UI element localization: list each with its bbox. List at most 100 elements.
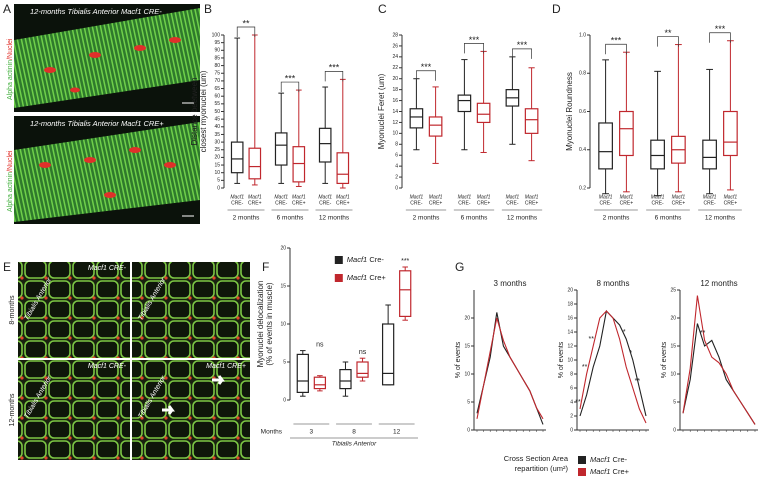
- legend-swatch: [334, 274, 343, 282]
- significance: ***: [715, 24, 726, 34]
- group-label: 2 months: [233, 215, 260, 222]
- significance: **: [700, 330, 706, 337]
- x-tick-label: Macf1: [274, 194, 288, 200]
- y-tick-label: 18: [392, 87, 398, 93]
- y-tick-label: 20: [464, 315, 470, 321]
- note: Tibialis Anterior: [332, 441, 377, 448]
- x-tick-label: CRE-: [651, 200, 664, 206]
- legend-name: Cre+: [369, 273, 386, 282]
- x-tick-label: CRE+: [672, 200, 686, 206]
- y-tick-label: 16: [567, 315, 573, 321]
- arrow: [162, 375, 225, 415]
- y-tick-label: 5: [283, 359, 286, 365]
- y-tick-label: 65: [214, 86, 220, 92]
- significance: ***: [401, 258, 409, 265]
- y-tick-label: 0: [395, 185, 398, 191]
- box: [428, 116, 443, 137]
- legend-title: repartition (um²): [515, 464, 569, 473]
- significance-bracket: [512, 48, 532, 59]
- y-axis-label: Myonuclei Feret (um): [377, 73, 386, 149]
- y-axis-label: closest myonuclei (um): [199, 70, 208, 152]
- y-axis-label: Distance beetween: [190, 77, 199, 145]
- nuclei: [39, 147, 176, 198]
- y-tick-label: 26: [392, 43, 398, 49]
- legend-swatch: [578, 468, 586, 476]
- y-tick-label: 6: [395, 153, 398, 159]
- significance-bracket: [657, 36, 679, 47]
- y-tick-label: 20: [670, 315, 676, 321]
- micrograph: [132, 262, 250, 358]
- legend-gene: Macf1: [347, 273, 367, 282]
- y-tick-label: 15: [670, 343, 676, 349]
- x-tick-label: Macf1: [230, 194, 244, 200]
- significance-bracket: [324, 71, 344, 82]
- box: [381, 323, 395, 386]
- stain: /Nuclei: [7, 150, 14, 172]
- caption: 12-months Tibialis Anterior Macf1 CRE+: [30, 119, 164, 128]
- y-axis-label: % of events: [455, 341, 462, 378]
- significance: **: [664, 28, 672, 38]
- significance: ***: [517, 40, 528, 50]
- box: [524, 108, 539, 134]
- y-tick-label: 0: [467, 427, 470, 433]
- x-tick-label: Macf1: [410, 194, 424, 200]
- legend-swatch: [334, 256, 343, 264]
- panel-letter: E: [3, 260, 11, 274]
- y-axis-label: % of events: [558, 341, 565, 378]
- y-tick-label: 30: [214, 139, 220, 145]
- y-tick-label: 0.2: [579, 185, 586, 191]
- y-tick-label: 40: [214, 124, 220, 130]
- x-tick-label: CRE+: [336, 200, 350, 206]
- x-tick-label: CRE-: [231, 200, 244, 206]
- group-label: 8: [352, 429, 356, 436]
- box: [598, 122, 613, 170]
- box: [318, 127, 332, 163]
- y-tick-label: 10: [392, 131, 398, 137]
- chart-title: 8 months: [597, 279, 630, 288]
- significance: ***: [611, 36, 622, 46]
- y-tick-label: 10: [214, 170, 220, 176]
- box: [457, 94, 472, 113]
- y-tick-label: 70: [214, 78, 220, 84]
- chart-title: 3 months: [494, 279, 527, 288]
- y-tick-label: 100: [212, 32, 221, 38]
- box: [723, 110, 738, 157]
- x-tick-label: CRE-: [458, 200, 471, 206]
- y-axis-label: (% of events in muscle): [265, 282, 274, 365]
- micrograph: [18, 360, 130, 460]
- x-tick-label: Macf1: [458, 194, 472, 200]
- x-tick-label: Macf1: [724, 194, 738, 200]
- y-tick-label: 0: [570, 427, 573, 433]
- box: [336, 152, 350, 185]
- y-tick-label: 45: [214, 116, 220, 122]
- x-tick-label: Macf1: [651, 194, 665, 200]
- y-tick-label: 5: [467, 399, 470, 405]
- significance-bracket: [236, 26, 256, 37]
- x-tick-label: Macf1: [703, 194, 717, 200]
- fiber: [14, 122, 200, 222]
- box: [230, 141, 244, 174]
- y-tick-label: 14: [567, 329, 573, 335]
- box: [339, 369, 352, 390]
- x-tick-label: CRE-: [275, 200, 288, 206]
- significance: **: [588, 336, 594, 343]
- y-tick-label: 20: [280, 245, 286, 251]
- series-line: [579, 310, 647, 424]
- series-line: [476, 317, 544, 420]
- y-tick-label: 0.8: [579, 71, 586, 77]
- significance: **: [242, 18, 250, 28]
- y-tick-label: 15: [464, 343, 470, 349]
- group-label: 12 months: [507, 215, 538, 222]
- x-tick-label: CRE+: [724, 200, 738, 206]
- y-tick-label: 15: [280, 283, 286, 289]
- significance: ***: [285, 73, 296, 83]
- stain: /Nuclei: [7, 38, 14, 60]
- significance: ***: [469, 35, 480, 45]
- box: [296, 353, 309, 393]
- significance-bracket: [605, 43, 627, 55]
- x-tick-label: CRE+: [248, 200, 262, 206]
- significance: *: [629, 350, 632, 357]
- y-tick-label: 50: [214, 109, 220, 115]
- micrograph: [18, 262, 130, 358]
- significance-bracket: [280, 81, 300, 93]
